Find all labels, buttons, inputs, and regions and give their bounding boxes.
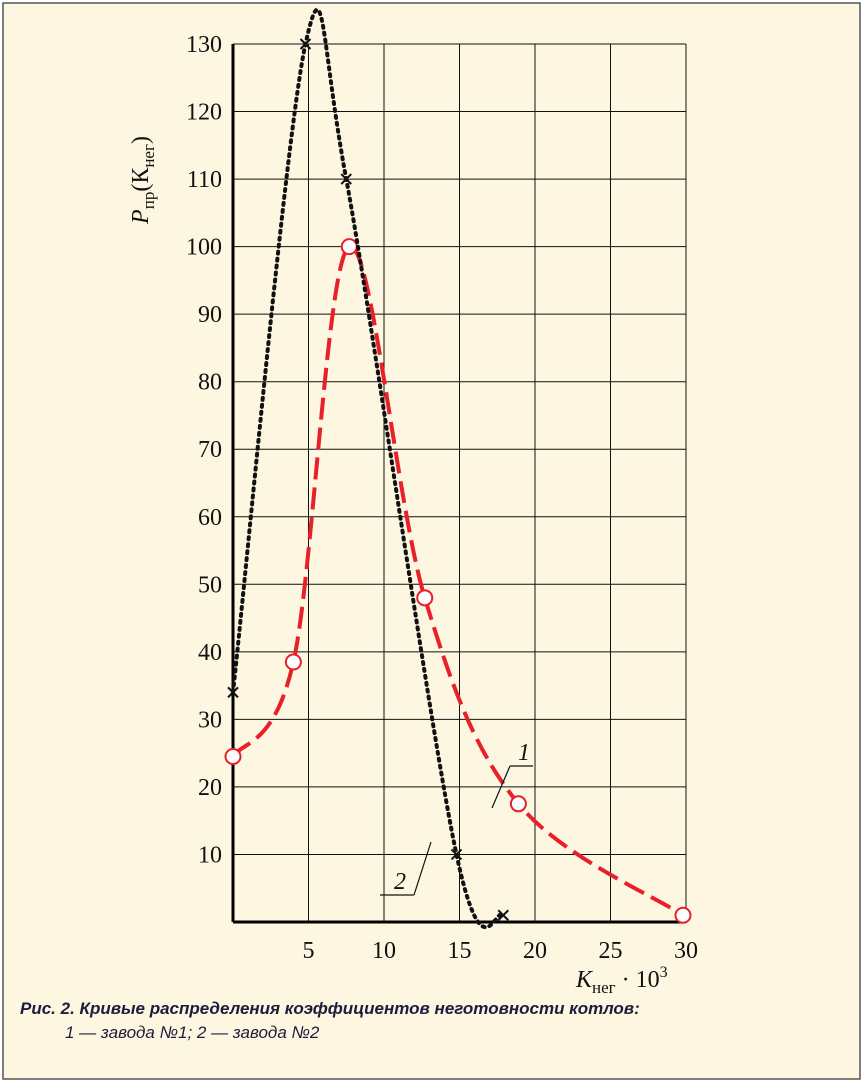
y-tick-label: 110 — [187, 167, 222, 193]
point — [224, 748, 242, 766]
y-label-part: ) — [128, 136, 154, 144]
x-tick-label: 5 — [303, 938, 315, 964]
point — [416, 589, 434, 607]
caption-legend: 1 — завода №1; 2 — завода №2 — [65, 1023, 320, 1042]
y-tick-label: 30 — [198, 707, 222, 733]
y-tick-label: 70 — [198, 437, 222, 463]
y-label-part: (К — [128, 167, 154, 192]
x-tick-label: 30 — [674, 938, 698, 964]
x-label-part: · 10 — [616, 967, 660, 993]
x-label-part: K — [575, 967, 594, 993]
x-tick-label: 10 — [372, 938, 396, 964]
point — [674, 906, 692, 924]
plot: 10 20 30 40 50 60 70 80 90 100 110 120 130 5 10 15 20 25 3… — [186, 7, 698, 964]
y-tick-label: 120 — [186, 100, 222, 126]
point — [340, 173, 352, 185]
point — [227, 686, 239, 699]
y-tick-label: 60 — [198, 505, 222, 531]
point — [509, 795, 527, 813]
caption-title: Рис. 2. Кривые распределения коэффициент… — [20, 999, 640, 1018]
y-tick-label: 90 — [198, 302, 222, 328]
x-label-part: нег — [592, 978, 616, 997]
x-tick-label: 15 — [448, 938, 472, 964]
y-label-part: нег — [139, 144, 158, 168]
y-tick-label: 80 — [198, 370, 222, 396]
y-tick-label: 40 — [198, 640, 222, 666]
point — [340, 238, 358, 256]
point — [284, 653, 302, 671]
leader — [413, 841, 432, 896]
x-tick-label: 25 — [599, 938, 623, 964]
x-tick-label: 20 — [523, 938, 547, 964]
curve-label: 1 — [518, 740, 530, 766]
point — [497, 909, 509, 921]
point — [299, 38, 312, 50]
y-tick-label: 130 — [186, 32, 222, 58]
y-label-part: пр — [139, 192, 158, 210]
curve-label: 2 — [394, 869, 406, 895]
point — [450, 848, 463, 861]
y-tick-label: 100 — [186, 235, 222, 261]
x-label: Kнег · 103 — [575, 964, 668, 997]
y-tick-label: 20 — [198, 775, 222, 801]
leader — [491, 765, 511, 809]
y-tick-label: 10 — [198, 842, 222, 868]
y-tick-label: 50 — [198, 572, 222, 598]
x-label-part: 3 — [660, 964, 668, 981]
y-label-part: P — [128, 209, 154, 225]
y-label: Pпр(Кнег) — [128, 136, 158, 225]
